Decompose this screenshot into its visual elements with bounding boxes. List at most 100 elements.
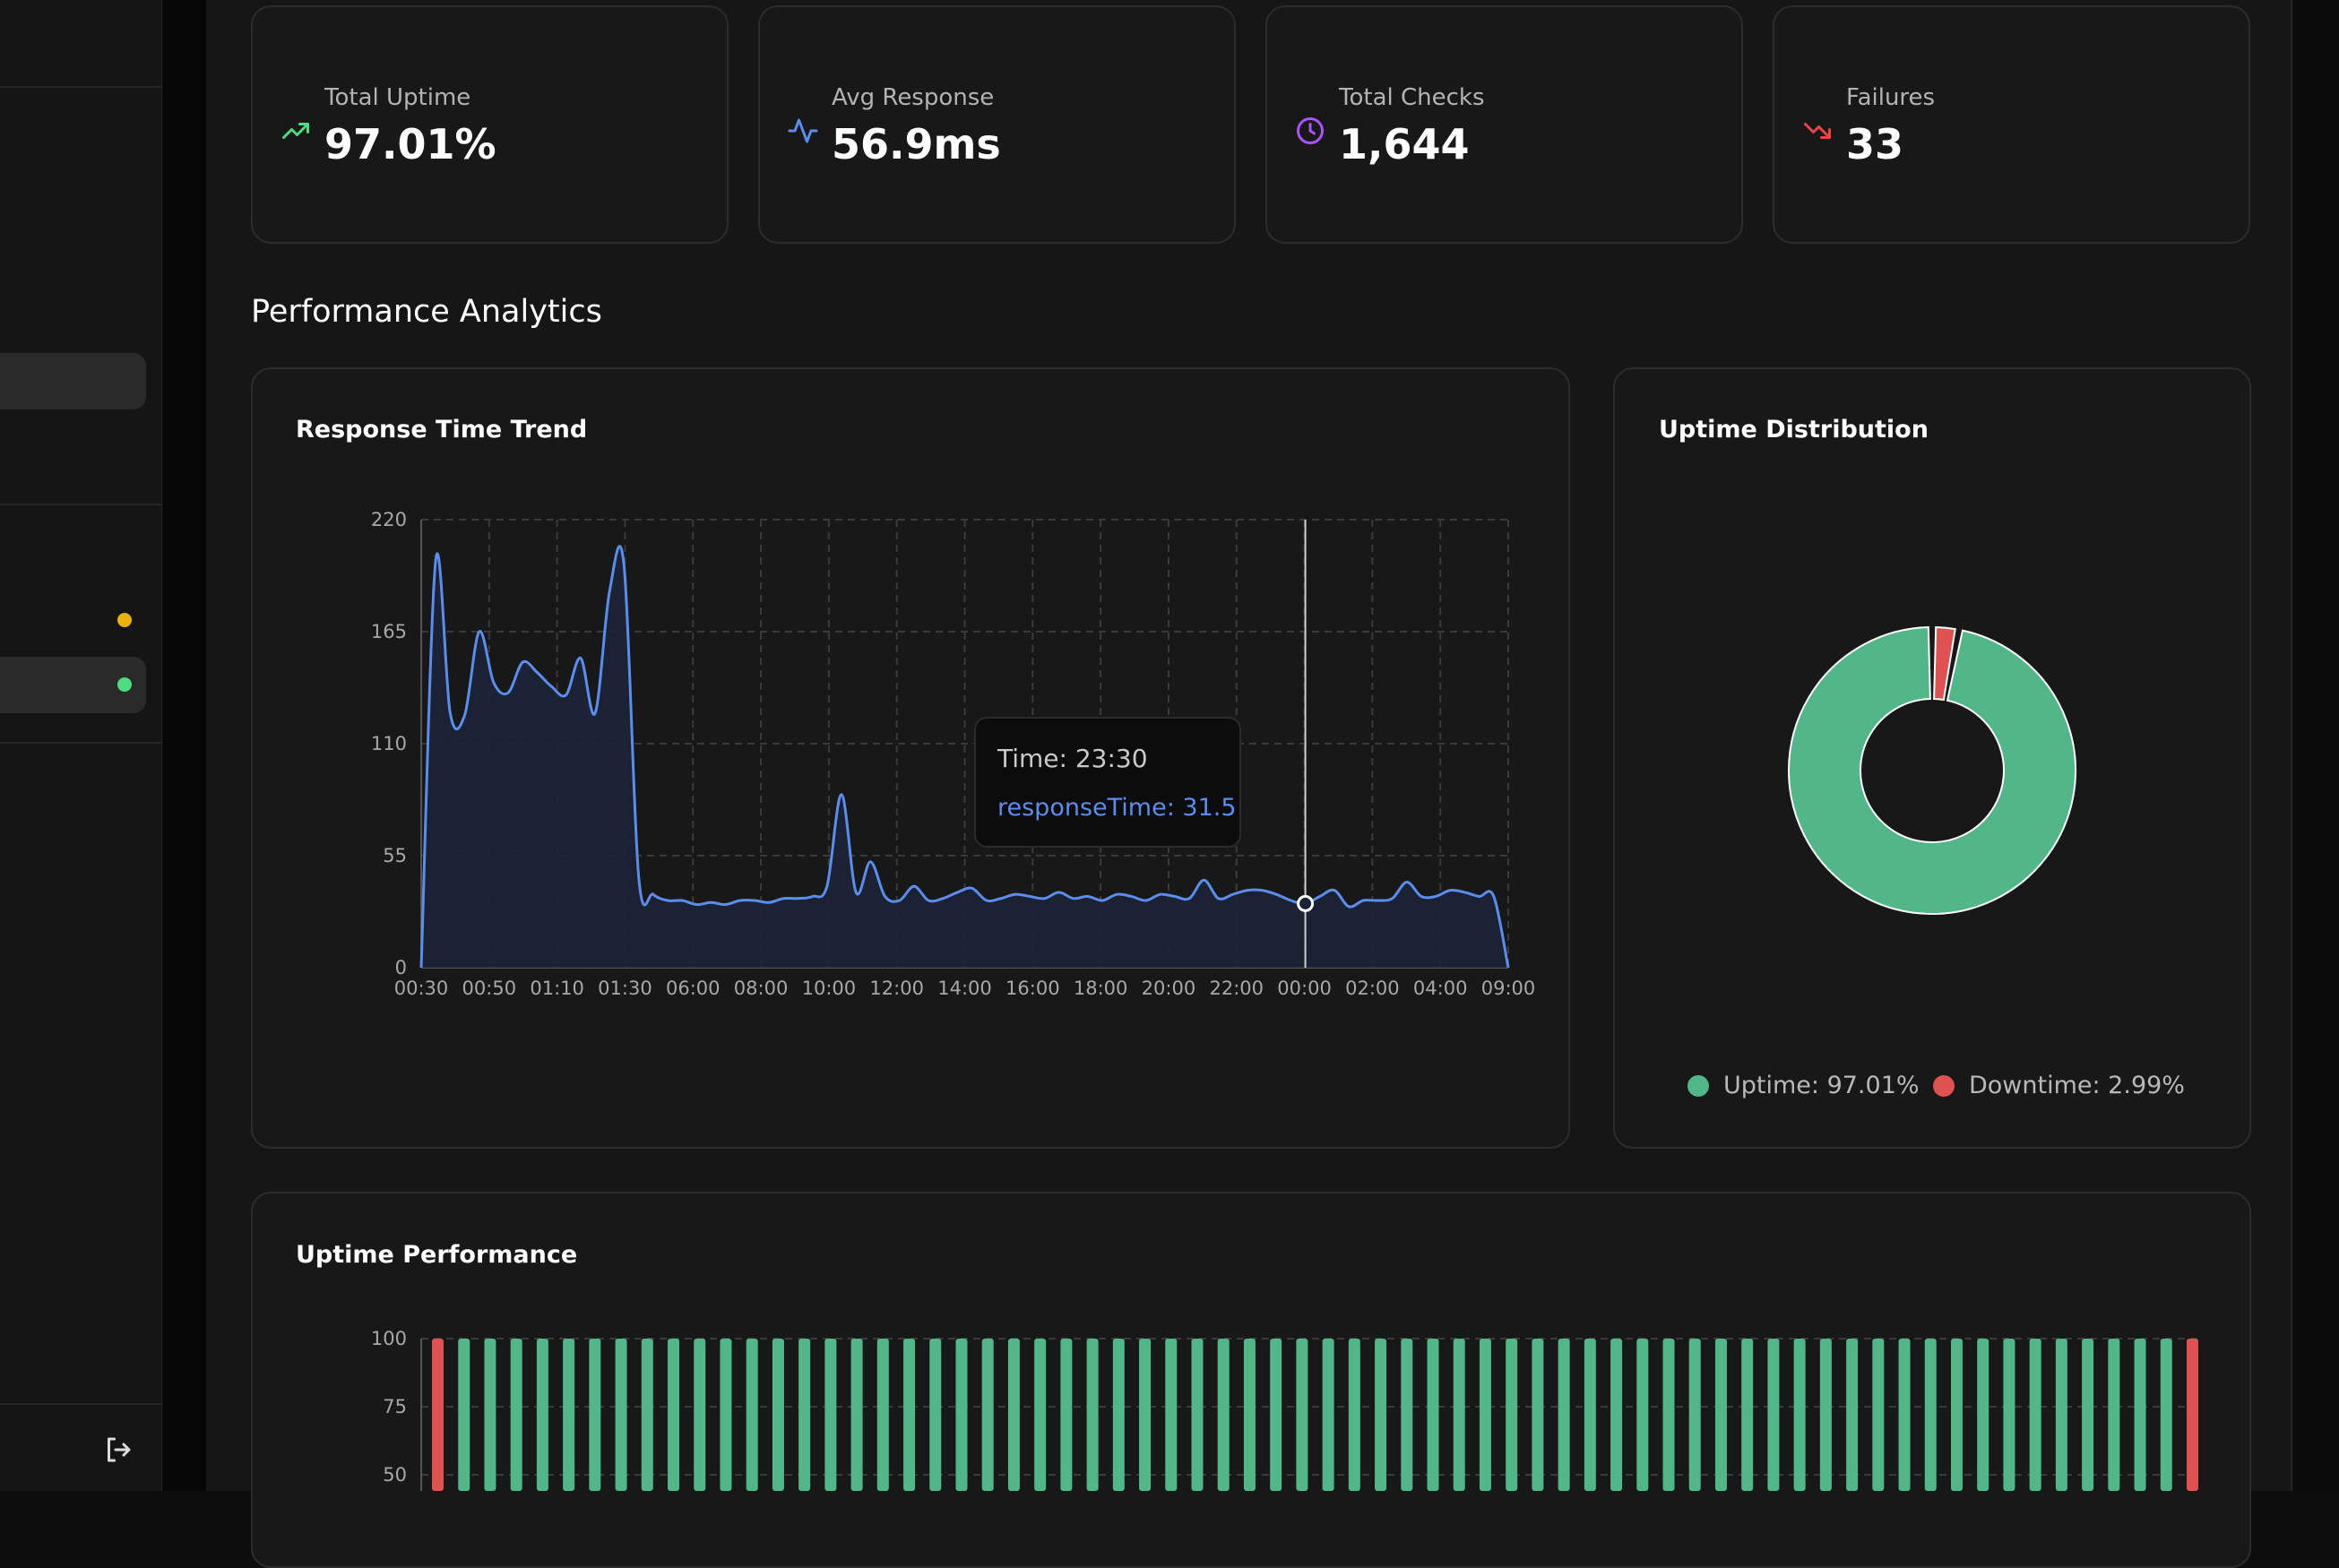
uptime-bar-up [2055,1339,2067,1491]
bar-y-tick-label: 100 [371,1328,407,1349]
legend-downtime-swatch [1933,1074,1955,1097]
uptime-bar-up [510,1339,522,1491]
uptime-bar-up [1714,1339,1727,1491]
x-tick-label: 00:50 [462,978,517,999]
uptime-bar-up [1296,1339,1308,1491]
uptime-bar-up [694,1339,706,1491]
uptime-bar-up [668,1339,680,1491]
sidebar-divider [0,742,162,744]
status-dot-up [117,677,132,692]
x-tick-label: 18:00 [1074,978,1128,999]
activity-icon [788,118,818,143]
stat-card-uptime: Total Uptime 97.01% [251,5,729,244]
trending-down-icon [1804,123,1831,139]
uptime-donut-chart[interactable] [1788,626,2076,915]
uptime-bar-up [955,1339,968,1491]
uptime-bar-chart[interactable]: 50 75 100 [371,1328,2203,1491]
legend-downtime[interactable]: Downtime: 2.99% [1933,1072,2185,1099]
stat-label: Total Uptime [324,84,471,111]
response-line [419,545,1510,969]
uptime-bar-up [1793,1339,1806,1491]
uptime-bar-up [1453,1339,1465,1491]
uptime-bar-up [720,1339,732,1491]
uptime-bar-up [1741,1339,1754,1491]
x-tick-label: 10:00 [802,978,857,999]
uptime-bar-up [1688,1339,1701,1491]
uptime-bar-up [1243,1339,1256,1491]
uptime-bar-up [903,1339,916,1491]
legend-uptime-swatch [1687,1074,1709,1097]
uptime-bar-down [432,1339,444,1491]
uptime-bar-up [2029,1339,2041,1491]
uptime-bar-up [1558,1339,1570,1491]
uptime-bar-up [746,1339,758,1491]
x-tick-label: 00:00 [1277,978,1332,999]
x-tick-label: 02:00 [1345,978,1400,999]
uptime-bar-up [1112,1339,1125,1491]
y-tick-label: 220 [371,509,407,530]
uptime-bar-up [850,1339,863,1491]
sidebar-divider [0,1403,162,1405]
donut-slice-uptime [1788,626,2076,915]
uptime-bar-up [929,1339,942,1491]
uptime-bar-up [981,1339,994,1491]
x-tick-label: 14:00 [937,978,992,999]
uptime-bar-up [1139,1339,1152,1491]
uptime-bar-up [458,1339,470,1491]
right-strip [2294,0,2339,1491]
uptime-bar-up [1872,1339,1885,1491]
uptime-bar-up [2134,1339,2146,1491]
stat-label: Total Checks [1339,84,1485,111]
section-title: Performance Analytics [251,294,602,330]
uptime-bar-up [2003,1339,2015,1491]
trending-up-icon [282,123,309,139]
x-tick-label: 20:00 [1142,978,1196,999]
legend-uptime[interactable]: Uptime: 97.01% [1687,1072,1920,1099]
uptime-bar-up [1060,1339,1073,1491]
uptime-bar-up [1348,1339,1360,1491]
active-point [1297,894,1315,912]
x-tick-label: 12:00 [869,978,924,999]
x-tick-label: 22:00 [1209,978,1264,999]
uptime-bar-up [2082,1339,2094,1491]
uptime-bar-up [1977,1339,1989,1491]
logout-icon[interactable] [102,1434,134,1466]
uptime-bar-up [2108,1339,2120,1491]
bar-y-tick-label: 75 [383,1396,407,1417]
uptime-bar-up [1662,1339,1675,1491]
uptime-bar-up [1924,1339,1937,1491]
stat-value: 1,644 [1339,120,1470,168]
uptime-distribution-title: Uptime Distribution [1659,416,1929,444]
uptime-bar-up [1532,1339,1544,1491]
status-dot-warning [117,613,132,627]
stat-value: 33 [1846,120,1904,168]
response-time-title: Response Time Trend [296,416,588,444]
uptime-bar-up [798,1339,811,1491]
sidebar [0,0,162,1491]
legend-downtime-label: Downtime: 2.99% [1969,1072,2185,1099]
uptime-bar-up [589,1339,601,1491]
y-tick-label: 0 [395,957,407,978]
stat-card-failures: Failures 33 [1773,5,2250,244]
uptime-bar-up [1950,1339,1963,1491]
stat-label: Avg Response [832,84,995,111]
uptime-bar-up [1584,1339,1596,1491]
uptime-bar-up [876,1339,889,1491]
uptime-bar-up [1270,1339,1282,1491]
x-tick-label: 01:30 [598,978,652,999]
uptime-distribution-card [1613,367,2251,1149]
uptime-bar-up [641,1339,653,1491]
uptime-bar-up [615,1339,627,1491]
gutter [163,0,206,1491]
uptime-bar-up [1007,1339,1020,1491]
uptime-bar-up [484,1339,496,1491]
response-time-chart[interactable]: 0 55 110 165 220 00:30 00:50 01:10 01:30 06:00 08:… [371,509,1535,999]
uptime-bar-up [1610,1339,1623,1491]
x-tick-label: 01:10 [530,978,584,999]
x-tick-label: 06:00 [666,978,721,999]
stat-card-response: Avg Response 56.9ms [758,5,1236,244]
sidebar-item[interactable] [0,353,146,409]
x-tick-label: 09:00 [1481,978,1536,999]
uptime-bar-up [1322,1339,1334,1491]
x-tick-label: 04:00 [1413,978,1468,999]
